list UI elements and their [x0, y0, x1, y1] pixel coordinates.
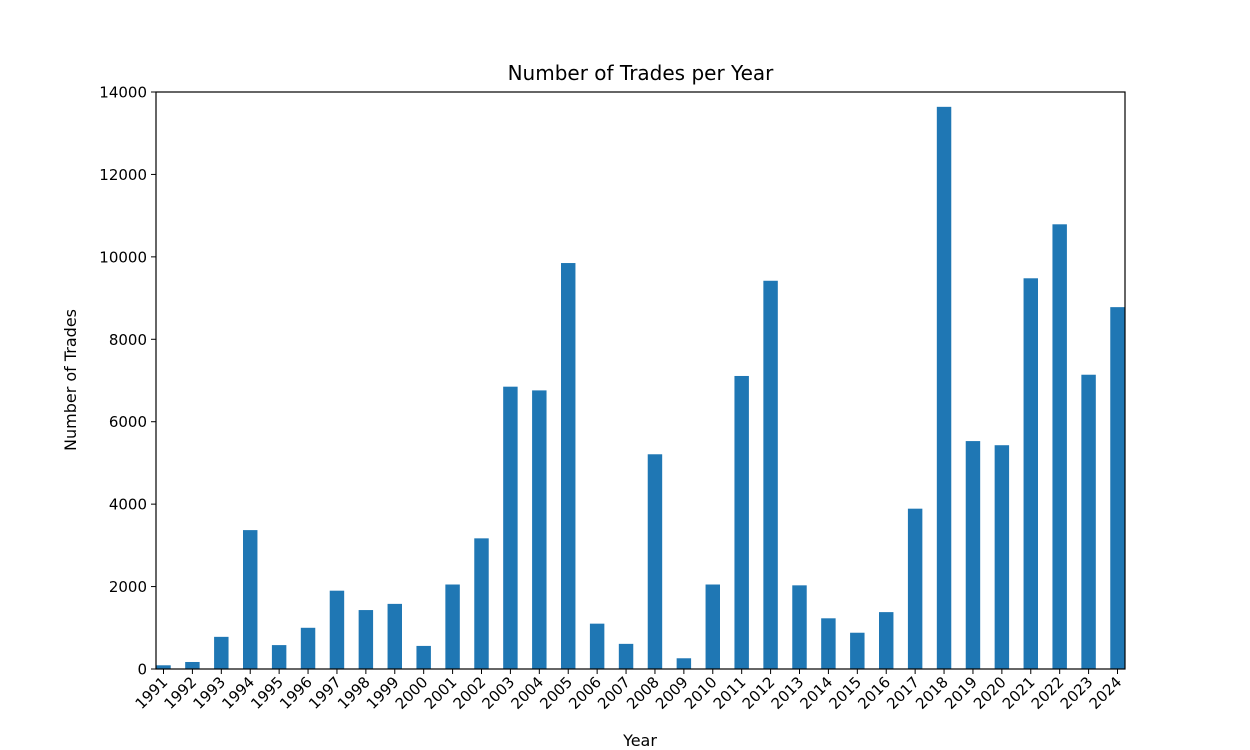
- bar-1995: [271, 645, 287, 669]
- bar-2002: [474, 538, 489, 669]
- bar-2001: [445, 584, 460, 669]
- bar-2008: [647, 454, 663, 669]
- y-axis-label: Number of Trades: [61, 309, 80, 451]
- bar-2018: [936, 106, 952, 670]
- plot-frame: [155, 91, 1126, 670]
- bar-2023: [1081, 374, 1096, 669]
- y-tick-label-6000: 6000: [109, 413, 147, 431]
- bar-2016: [879, 612, 894, 669]
- y-tick-label-10000: 10000: [99, 248, 147, 266]
- bar-2012: [763, 280, 778, 669]
- bar-2022: [1052, 224, 1067, 670]
- bar-1994: [243, 530, 258, 669]
- y-tick-label-0: 0: [137, 661, 147, 679]
- chart-title: Number of Trades per Year: [508, 61, 775, 85]
- bar-2014: [821, 618, 836, 669]
- y-tick-label-12000: 12000: [99, 166, 147, 184]
- bar-2010: [705, 584, 720, 669]
- bar-2004: [532, 390, 547, 669]
- x-axis-label: Year: [622, 731, 657, 750]
- bar-2006: [589, 623, 605, 669]
- bar-2003: [503, 386, 518, 669]
- bar-2021: [1023, 278, 1038, 669]
- bar-1996: [300, 627, 316, 669]
- bar-2005: [561, 263, 576, 669]
- y-tick-label-14000: 14000: [99, 84, 147, 102]
- y-tick-label-2000: 2000: [109, 578, 147, 596]
- bar-2000: [416, 645, 431, 669]
- bar-1991: [156, 665, 171, 669]
- y-axis: 0 2000 4000 6000 8000 10000 12000 14000: [99, 84, 156, 679]
- bar-2009: [676, 658, 692, 669]
- bar-1999: [387, 603, 402, 669]
- bar-2024: [1110, 307, 1125, 669]
- bar-2020: [994, 445, 1010, 669]
- bar-2017: [907, 508, 923, 669]
- bar-1993: [214, 636, 229, 669]
- bar-2007: [618, 643, 634, 669]
- y-tick-label-4000: 4000: [109, 496, 147, 514]
- bar-2019: [965, 441, 981, 669]
- bar-2015: [850, 632, 865, 669]
- bar-2011: [734, 375, 749, 669]
- bar-1992: [185, 661, 200, 669]
- bar-1997: [329, 590, 345, 669]
- bars-group: [156, 106, 1125, 670]
- bar-2013: [792, 585, 807, 669]
- y-tick-label-8000: 8000: [109, 331, 147, 349]
- bar-1998: [358, 610, 374, 669]
